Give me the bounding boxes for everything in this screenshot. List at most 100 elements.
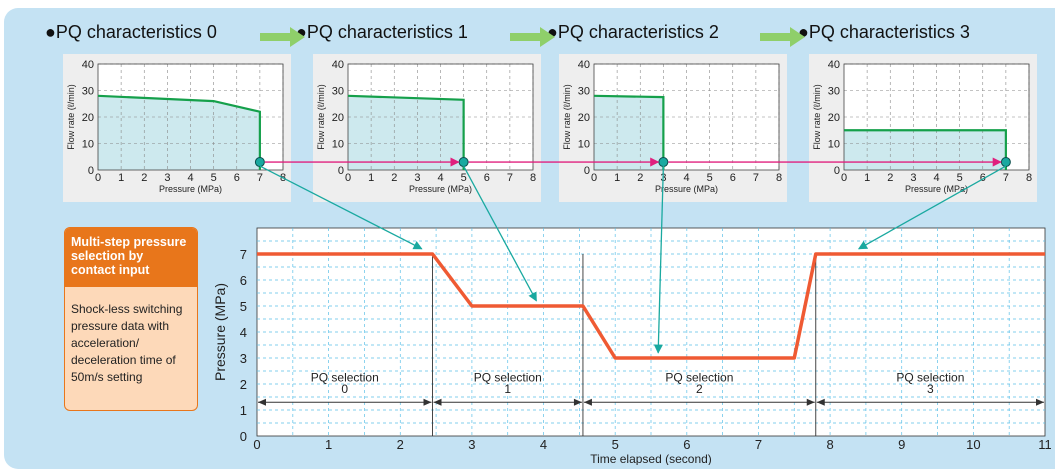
arrow-head-left-icon	[258, 398, 266, 406]
x-tick-label: 1	[118, 172, 124, 184]
x-tick-label: 3	[414, 172, 420, 184]
x-tick-label: 0	[591, 172, 597, 184]
x-tick-label: 7	[257, 172, 263, 184]
arrow-head-right-icon	[1036, 398, 1044, 406]
arrow-head-right-icon	[806, 398, 815, 406]
green-arrow-icon	[260, 27, 305, 47]
pq-series-line	[347, 94, 465, 170]
pq-header-1: ●PQ characteristics 1	[296, 22, 468, 42]
segment-label-0: PQ selection	[311, 370, 379, 384]
operating-point	[254, 157, 265, 168]
pressure-time-chart: 0 1 2 3 4 5 6 7 8 9 10 11 0 1 2 3 4 5 6 7 Time elapsed (seco…	[205, 222, 1052, 466]
x-tick-label: 7	[1003, 172, 1009, 184]
x-tick-label: 7	[507, 172, 513, 184]
pq-chart-2: 0 1 2 3 4 5 6 7 8 0 10 20 30 40 Pressure (MPa) Flow rat…	[559, 54, 787, 202]
x-tick-label: 5	[707, 172, 713, 184]
y-tick-label: 20	[82, 112, 94, 124]
operating-point	[458, 157, 469, 168]
y-tick-label: 10	[578, 139, 590, 151]
pq-series-line	[593, 94, 665, 170]
y-tick-label: 30	[332, 86, 344, 98]
segment-number-3: 3	[927, 382, 934, 396]
y-axis-label: Flow rate (ℓ/min)	[562, 84, 572, 149]
x-tick-label: 3	[164, 172, 170, 184]
x-tick-label: 4	[683, 172, 689, 184]
x-tick-label: 5	[612, 437, 619, 452]
segment-label-1: PQ selection	[474, 370, 542, 384]
pq-header-2: ●PQ characteristics 2	[547, 22, 719, 42]
pq-chart-1: 0 1 2 3 4 5 6 7 8 0 10 20 30 40 Pressure (MPa) Flow rat…	[313, 54, 541, 202]
x-tick-label: 1	[614, 172, 620, 184]
arrow-head-left-icon	[816, 398, 825, 406]
x-tick-label: 7	[753, 172, 759, 184]
x-tick-label: 4	[187, 172, 193, 184]
y-axis-label: Flow rate (ℓ/min)	[812, 84, 822, 149]
operating-point	[1000, 157, 1011, 168]
x-tick-label: 5	[957, 172, 963, 184]
y-tick-label: 7	[240, 247, 247, 262]
y-tick-label: 40	[578, 59, 590, 71]
x-axis-label: Pressure (MPa)	[655, 184, 718, 194]
x-tick-label: 1	[368, 172, 374, 184]
x-tick-label: 6	[730, 172, 736, 184]
y-tick-label: 0	[240, 429, 247, 444]
x-axis-label: Time elapsed (second)	[590, 452, 712, 465]
x-tick-label: 2	[391, 172, 397, 184]
area-fill	[98, 95, 260, 170]
info-box-body: Shock-less switching pressure data with …	[71, 302, 183, 384]
y-tick-label: 10	[82, 139, 94, 151]
x-axis-label: Pressure (MPa)	[159, 184, 222, 194]
y-tick-label: 40	[332, 59, 344, 71]
info-box: Multi-step pressure selection by contact…	[64, 227, 198, 411]
x-tick-label: 4	[437, 172, 443, 184]
segment-number-1: 1	[504, 382, 511, 396]
x-tick-label: 2	[397, 437, 404, 452]
area-fill	[348, 95, 464, 170]
x-tick-label: 5	[461, 172, 467, 184]
x-tick-label: 0	[95, 172, 101, 184]
segment-label-2: PQ selection	[665, 370, 733, 384]
y-tick-label: 40	[82, 59, 94, 71]
segment-number-2: 2	[696, 382, 703, 396]
x-tick-label: 0	[253, 437, 260, 452]
x-tick-label: 11	[1038, 437, 1051, 452]
x-tick-label: 5	[211, 172, 217, 184]
arrow-head-right-icon	[573, 398, 582, 406]
x-tick-label: 1	[864, 172, 870, 184]
x-tick-label: 9	[898, 437, 905, 452]
x-tick-label: 2	[887, 172, 893, 184]
plot-frame	[97, 63, 284, 171]
y-tick-label: 4	[240, 325, 247, 340]
y-tick-label: 3	[240, 351, 247, 366]
y-tick-label: 40	[828, 59, 840, 71]
y-tick-label: 30	[82, 86, 94, 98]
x-tick-label: 6	[234, 172, 240, 184]
y-tick-label: 0	[834, 165, 840, 177]
x-tick-label: 6	[484, 172, 490, 184]
pressure-series-line	[257, 252, 1045, 360]
area-fill	[594, 95, 664, 170]
x-tick-label: 3	[660, 172, 666, 184]
y-tick-label: 10	[828, 139, 840, 151]
y-tick-label: 20	[828, 112, 840, 124]
x-tick-label: 8	[826, 437, 833, 452]
pq-chart-3: 0 1 2 3 4 5 6 7 8 0 10 20 30 40 Pressure (MPa) Flow rat…	[809, 54, 1037, 202]
y-tick-label: 10	[332, 139, 344, 151]
arrow-head-left-icon	[433, 398, 442, 406]
y-axis-label: Flow rate (ℓ/min)	[316, 84, 326, 149]
green-arrow-icon	[510, 27, 555, 47]
y-tick-label: 2	[240, 377, 247, 392]
x-axis-label: Pressure (MPa)	[409, 184, 472, 194]
green-arrow-icon	[760, 27, 805, 47]
x-tick-label: 4	[933, 172, 939, 184]
segment-number-0: 0	[341, 382, 348, 396]
x-tick-label: 10	[966, 437, 980, 452]
x-axis-label: Pressure (MPa)	[905, 184, 968, 194]
y-tick-label: 20	[332, 112, 344, 124]
x-tick-label: 0	[841, 172, 847, 184]
y-tick-label: 30	[828, 86, 840, 98]
y-axis-label: Flow rate (ℓ/min)	[66, 84, 76, 149]
arrow-head-right-icon	[423, 398, 432, 406]
y-tick-label: 0	[584, 165, 590, 177]
pq-header-3: ●PQ characteristics 3	[798, 22, 970, 42]
